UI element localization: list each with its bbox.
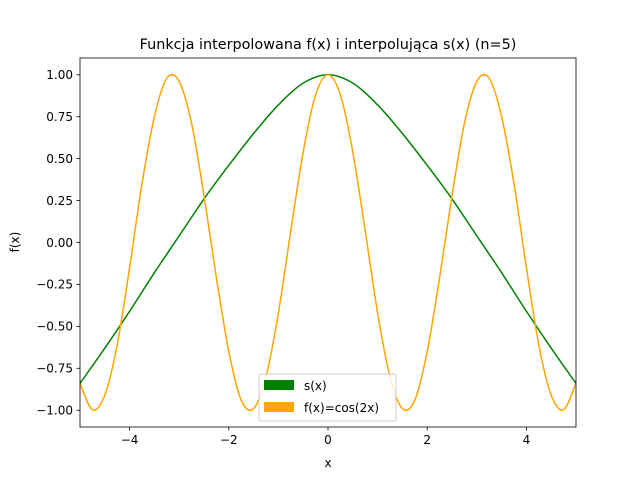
legend-label-f: f(x)=cos(2x) bbox=[304, 401, 379, 415]
x-axis-label: x bbox=[324, 456, 331, 470]
chart-title: Funkcja interpolowana f(x) i interpolują… bbox=[140, 37, 517, 53]
legend-label-s: s(x) bbox=[304, 379, 327, 393]
y-axis: 1.00 0.75 0.50 0.25 0.00 −0.25 −0.50 −0.75 −1.00 bbox=[36, 68, 80, 418]
x-tick-label: −4 bbox=[121, 433, 139, 447]
series-line-f bbox=[80, 73, 576, 411]
x-axis: −4 −2 0 2 4 bbox=[121, 427, 530, 447]
x-tick-label: −2 bbox=[220, 433, 238, 447]
y-tick-label: −0.50 bbox=[36, 320, 73, 334]
y-tick-label: 0.50 bbox=[46, 152, 73, 166]
y-tick-label: −0.75 bbox=[36, 362, 73, 376]
legend: s(x) f(x)=cos(2x) bbox=[258, 373, 397, 422]
legend-swatch-f bbox=[264, 402, 294, 412]
legend-swatch-s bbox=[264, 380, 294, 390]
x-tick-label: 0 bbox=[324, 433, 332, 447]
y-tick-label: 0.75 bbox=[46, 110, 73, 124]
y-tick-label: 0.00 bbox=[46, 236, 73, 250]
y-tick-label: 1.00 bbox=[46, 68, 73, 82]
x-tick-label: 4 bbox=[523, 433, 531, 447]
y-tick-label: 0.25 bbox=[46, 194, 73, 208]
series-layer bbox=[80, 73, 576, 411]
y-tick-label: −0.25 bbox=[36, 278, 73, 292]
y-tick-label: −1.00 bbox=[36, 404, 73, 418]
x-tick-label: 2 bbox=[423, 433, 431, 447]
y-axis-label: f(x) bbox=[8, 232, 22, 253]
